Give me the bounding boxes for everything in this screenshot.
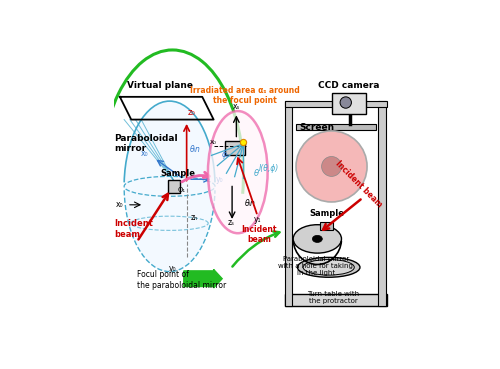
Text: Sample: Sample <box>310 209 345 218</box>
FancyBboxPatch shape <box>284 101 292 306</box>
FancyBboxPatch shape <box>296 124 376 130</box>
FancyBboxPatch shape <box>168 180 180 193</box>
Text: Paraboloidal mirror
with a hole for taking
in the light: Paraboloidal mirror with a hole for taki… <box>278 256 353 276</box>
Text: CCD camera: CCD camera <box>318 81 380 90</box>
Text: x₀: x₀ <box>116 200 123 209</box>
Ellipse shape <box>208 111 268 233</box>
Text: Irradiated area αₛ around
the focul point: Irradiated area αₛ around the focul poin… <box>190 86 300 106</box>
FancyBboxPatch shape <box>332 93 366 114</box>
FancyBboxPatch shape <box>225 141 245 155</box>
Ellipse shape <box>312 235 322 242</box>
Text: z₀: z₀ <box>188 108 195 117</box>
FancyBboxPatch shape <box>320 222 333 230</box>
FancyArrow shape <box>184 269 222 288</box>
Text: O₁: O₁ <box>178 187 186 193</box>
FancyBboxPatch shape <box>378 101 386 306</box>
Text: Screen: Screen <box>300 123 335 131</box>
Ellipse shape <box>293 225 342 253</box>
Text: θᵢn: θᵢn <box>190 145 200 154</box>
Text: Turn table with
the protractor: Turn table with the protractor <box>307 292 359 304</box>
Text: y₀: y₀ <box>216 175 223 184</box>
Ellipse shape <box>296 131 367 202</box>
Text: Focul point of
the paraboloidal mirror: Focul point of the paraboloidal mirror <box>137 270 226 290</box>
Text: zₛ: zₛ <box>228 218 235 227</box>
Text: zₕ: zₕ <box>191 213 198 223</box>
Text: x₀: x₀ <box>140 149 148 158</box>
FancyBboxPatch shape <box>284 101 387 107</box>
Text: θᵢn: θᵢn <box>245 199 256 208</box>
Ellipse shape <box>303 259 354 275</box>
Ellipse shape <box>340 97 351 108</box>
Ellipse shape <box>298 258 360 277</box>
Text: Sample: Sample <box>160 169 196 177</box>
Text: ϕₛ: ϕₛ <box>222 149 230 159</box>
Text: Paraboloidal
mirror: Paraboloidal mirror <box>114 134 178 154</box>
Text: Virtual plane: Virtual plane <box>126 81 192 90</box>
Ellipse shape <box>124 101 215 272</box>
Text: Incident
beam: Incident beam <box>114 219 153 239</box>
FancyBboxPatch shape <box>284 294 387 306</box>
Text: θ: θ <box>254 169 258 178</box>
Text: Incident beam: Incident beam <box>334 159 384 209</box>
Text: Incident
beam: Incident beam <box>242 225 277 244</box>
Text: xₛ: xₛ <box>232 102 240 111</box>
Text: y₁: y₁ <box>254 215 261 224</box>
Ellipse shape <box>322 156 342 176</box>
Text: y₀: y₀ <box>168 265 176 273</box>
Text: x₀: x₀ <box>210 139 217 145</box>
Text: I(θ,ϕ): I(θ,ϕ) <box>259 164 280 173</box>
